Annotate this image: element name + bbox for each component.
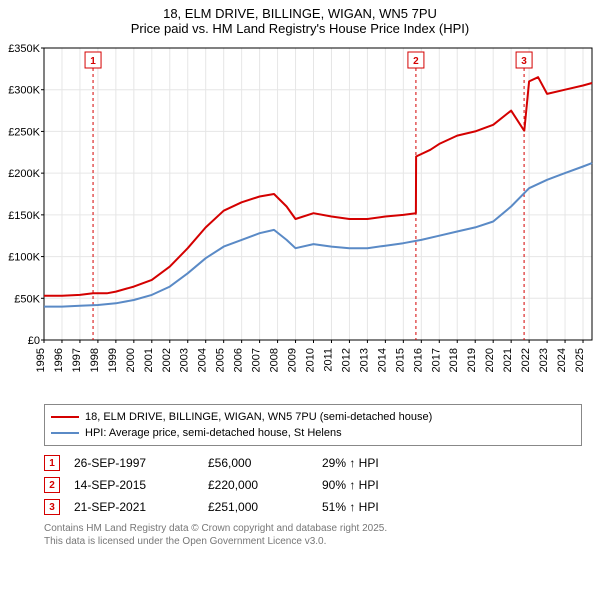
svg-text:2009: 2009 (287, 348, 299, 372)
sales-row: 3 21-SEP-2021 £251,000 51% ↑ HPI (44, 496, 582, 518)
sale-date: 26-SEP-1997 (74, 456, 194, 470)
svg-text:£250K: £250K (8, 126, 40, 138)
svg-text:2014: 2014 (376, 348, 388, 372)
svg-text:1996: 1996 (53, 348, 65, 372)
legend-label: HPI: Average price, semi-detached house,… (85, 425, 342, 441)
chart-area: £0 £50K £100K £150K £200K £250K £300K £350K 1995… (0, 40, 600, 400)
svg-text:£300K: £300K (8, 85, 40, 97)
svg-text:1995: 1995 (35, 348, 47, 372)
svg-text:1: 1 (90, 56, 96, 67)
legend-swatch (51, 416, 79, 418)
svg-text:2011: 2011 (322, 348, 334, 372)
svg-text:2: 2 (413, 56, 419, 67)
svg-text:2019: 2019 (466, 348, 478, 372)
legend-item: HPI: Average price, semi-detached house,… (51, 425, 575, 441)
svg-text:2017: 2017 (430, 348, 442, 372)
svg-text:2020: 2020 (484, 348, 496, 372)
sales-row: 1 26-SEP-1997 £56,000 29% ↑ HPI (44, 452, 582, 474)
svg-text:2018: 2018 (448, 348, 460, 372)
svg-text:2013: 2013 (358, 348, 370, 372)
svg-text:1997: 1997 (71, 348, 83, 372)
sale-date: 21-SEP-2021 (74, 500, 194, 514)
sale-price: £251,000 (208, 500, 308, 514)
svg-text:2012: 2012 (340, 348, 352, 372)
svg-text:2023: 2023 (538, 348, 550, 372)
chart-title: 18, ELM DRIVE, BILLINGE, WIGAN, WN5 7PU … (0, 0, 600, 40)
legend-label: 18, ELM DRIVE, BILLINGE, WIGAN, WN5 7PU … (85, 409, 432, 425)
svg-text:2024: 2024 (556, 348, 568, 372)
svg-text:2008: 2008 (269, 348, 281, 372)
svg-text:£0: £0 (28, 335, 40, 347)
sale-date: 14-SEP-2015 (74, 478, 194, 492)
svg-text:£150K: £150K (8, 210, 40, 222)
legend: 18, ELM DRIVE, BILLINGE, WIGAN, WN5 7PU … (44, 404, 582, 446)
title-line1: 18, ELM DRIVE, BILLINGE, WIGAN, WN5 7PU (10, 6, 590, 21)
line-chart: £0 £50K £100K £150K £200K £250K £300K £350K 1995… (0, 40, 600, 400)
svg-text:2022: 2022 (520, 348, 532, 372)
svg-text:2016: 2016 (412, 348, 424, 372)
footer-line1: Contains HM Land Registry data © Crown c… (44, 522, 582, 535)
sale-price: £56,000 (208, 456, 308, 470)
svg-text:2003: 2003 (179, 348, 191, 372)
title-line2: Price paid vs. HM Land Registry's House … (10, 21, 590, 36)
svg-text:£200K: £200K (8, 168, 40, 180)
svg-text:3: 3 (521, 56, 527, 67)
svg-text:2000: 2000 (125, 348, 137, 372)
sales-table: 1 26-SEP-1997 £56,000 29% ↑ HPI 2 14-SEP… (44, 452, 582, 518)
legend-item: 18, ELM DRIVE, BILLINGE, WIGAN, WN5 7PU … (51, 409, 575, 425)
svg-text:2021: 2021 (502, 348, 514, 372)
svg-text:2007: 2007 (251, 348, 263, 372)
sale-price: £220,000 (208, 478, 308, 492)
sale-marker-icon: 2 (44, 477, 60, 493)
sale-marker-icon: 3 (44, 499, 60, 515)
svg-text:£50K: £50K (14, 293, 40, 305)
footer-line2: This data is licensed under the Open Gov… (44, 535, 582, 548)
svg-text:2002: 2002 (161, 348, 173, 372)
svg-text:2005: 2005 (215, 348, 227, 372)
svg-text:2006: 2006 (233, 348, 245, 372)
svg-text:2010: 2010 (305, 348, 317, 372)
sale-marker-icon: 1 (44, 455, 60, 471)
legend-swatch (51, 432, 79, 434)
svg-text:1998: 1998 (89, 348, 101, 372)
svg-text:2001: 2001 (143, 348, 155, 372)
svg-text:£350K: £350K (8, 43, 40, 55)
svg-text:2015: 2015 (394, 348, 406, 372)
sale-diff: 90% ↑ HPI (322, 478, 442, 492)
svg-text:2004: 2004 (197, 348, 209, 372)
footer-attribution: Contains HM Land Registry data © Crown c… (44, 522, 582, 548)
svg-text:£100K: £100K (8, 252, 40, 264)
sale-diff: 51% ↑ HPI (322, 500, 442, 514)
sales-row: 2 14-SEP-2015 £220,000 90% ↑ HPI (44, 474, 582, 496)
svg-text:2025: 2025 (574, 348, 586, 372)
sale-diff: 29% ↑ HPI (322, 456, 442, 470)
svg-text:1999: 1999 (107, 348, 119, 372)
